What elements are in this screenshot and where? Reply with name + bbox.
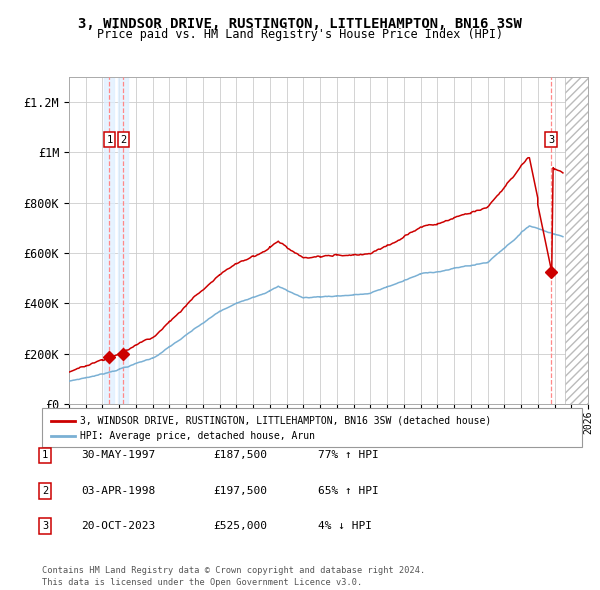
Text: 2: 2 — [120, 135, 127, 145]
Text: 1: 1 — [106, 135, 112, 145]
Text: £187,500: £187,500 — [213, 451, 267, 460]
Text: 3: 3 — [42, 522, 48, 531]
Text: 3: 3 — [548, 135, 554, 145]
Text: 2: 2 — [42, 486, 48, 496]
Text: 65% ↑ HPI: 65% ↑ HPI — [318, 486, 379, 496]
Text: 3, WINDSOR DRIVE, RUSTINGTON, LITTLEHAMPTON, BN16 3SW (detached house): 3, WINDSOR DRIVE, RUSTINGTON, LITTLEHAMP… — [80, 415, 491, 425]
Text: 1: 1 — [42, 451, 48, 460]
Bar — [104, 77, 115, 404]
Text: Price paid vs. HM Land Registry's House Price Index (HPI): Price paid vs. HM Land Registry's House … — [97, 28, 503, 41]
Text: 20-OCT-2023: 20-OCT-2023 — [81, 522, 155, 531]
Bar — [118, 77, 128, 404]
Text: 77% ↑ HPI: 77% ↑ HPI — [318, 451, 379, 460]
Text: 4% ↓ HPI: 4% ↓ HPI — [318, 522, 372, 531]
Text: HPI: Average price, detached house, Arun: HPI: Average price, detached house, Arun — [80, 431, 315, 441]
Bar — [565, 77, 588, 404]
Text: 3, WINDSOR DRIVE, RUSTINGTON, LITTLEHAMPTON, BN16 3SW: 3, WINDSOR DRIVE, RUSTINGTON, LITTLEHAMP… — [78, 17, 522, 31]
Text: 30-MAY-1997: 30-MAY-1997 — [81, 451, 155, 460]
Text: Contains HM Land Registry data © Crown copyright and database right 2024.
This d: Contains HM Land Registry data © Crown c… — [42, 566, 425, 587]
Text: 03-APR-1998: 03-APR-1998 — [81, 486, 155, 496]
Text: £197,500: £197,500 — [213, 486, 267, 496]
Text: £525,000: £525,000 — [213, 522, 267, 531]
